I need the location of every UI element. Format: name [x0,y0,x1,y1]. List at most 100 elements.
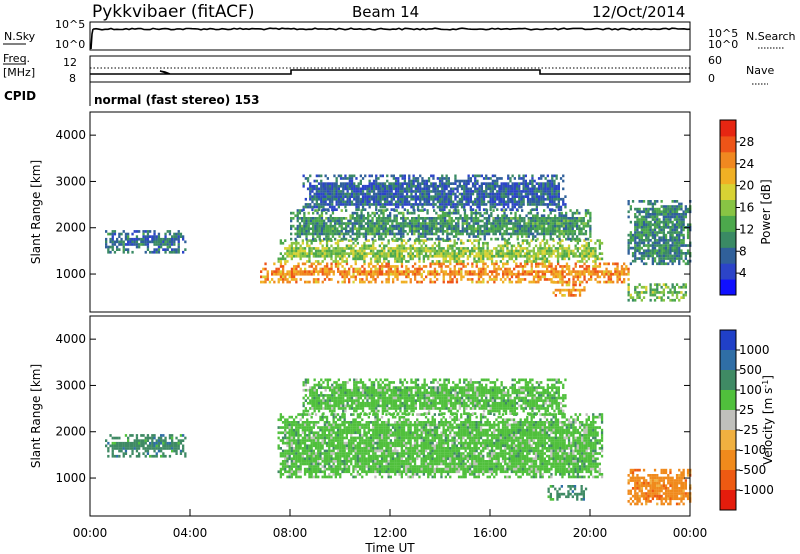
data-cell [352,247,355,250]
data-cell [333,187,336,191]
data-cell [669,236,672,240]
data-cell [266,272,269,276]
data-cell [413,232,416,236]
data-cell [496,208,499,211]
data-cell [658,246,661,250]
data-cell [340,222,343,225]
data-cell [370,197,373,201]
data-cell [342,177,345,180]
data-cell [316,219,319,223]
data-cell [387,262,390,266]
data-cell [353,217,357,220]
data-cell [157,245,161,249]
data-cell [502,203,505,206]
data-cell [629,239,632,242]
data-cell [678,233,681,237]
data-cell [557,197,560,201]
data-cell [369,252,373,255]
data-cell [678,262,681,266]
data-cell [367,230,370,233]
data-cell [538,219,541,223]
data-cell [664,241,668,245]
data-cell [304,197,307,201]
data-cell [511,195,514,198]
data-cell [607,278,610,281]
data-cell [366,197,369,201]
data-cell [389,267,393,271]
data-cell [500,187,503,191]
data-cell [541,272,544,276]
data-cell [521,270,525,273]
data-cell [570,272,573,276]
data-cell [506,239,509,242]
data-cell [671,215,674,219]
data-cell [399,200,402,204]
data-cell [348,203,351,206]
data-cell [124,441,128,445]
data-cell [290,244,293,248]
data-cell [507,177,510,180]
data-cell [129,441,132,445]
data-cell [416,208,420,211]
data-cell [515,272,518,276]
data-cell [350,192,354,196]
data-cell [537,184,541,188]
data-cell [489,182,492,185]
data-cell [149,441,152,445]
data-cell [456,187,459,191]
data-cell [375,184,378,188]
data-cell [324,174,327,178]
data-cell [359,280,362,284]
data-cell [534,257,538,261]
data-cell [303,211,306,215]
data-cell [310,239,313,242]
data-cell [168,454,172,458]
data-cell [454,208,457,211]
data-cell [295,265,298,268]
data-cell [682,220,685,224]
data-cell [311,205,314,209]
data-cell [574,265,577,268]
data-cell [329,222,332,225]
data-cell [458,262,461,266]
data-cell [444,239,447,242]
data-cell [396,265,399,268]
data-cell [524,187,527,191]
data-cell [486,280,489,284]
data-cell [398,270,401,273]
data-cell [551,219,555,223]
data-cell [636,236,639,240]
data-cell [589,232,592,236]
data-cell [358,235,361,238]
data-cell [542,187,545,191]
data-cell [375,208,378,211]
data-cell [477,227,480,231]
data-cell [323,219,326,223]
data-cell [662,218,665,221]
data-cell [541,265,544,268]
data-cell [673,254,676,258]
data-cell [460,187,464,191]
data-cell [368,200,371,204]
data-cell [135,434,139,437]
data-cell [129,243,132,246]
data-cell [436,278,439,281]
data-cell [585,280,588,284]
data-cell [417,222,420,225]
data-cell [310,265,313,268]
data-cell [434,203,437,206]
data-cell [168,447,172,450]
data-cell [484,262,487,266]
data-cell [477,272,481,276]
data-cell [538,227,541,231]
data-cell [290,232,293,236]
data-cell [585,247,588,250]
data-cell [487,184,490,188]
data-cell [533,192,536,196]
data-cell [284,239,287,242]
data-cell [445,187,448,191]
data-cell [598,265,602,268]
data-cell [311,187,314,191]
data-cell [391,254,395,258]
data-cell [548,247,551,250]
